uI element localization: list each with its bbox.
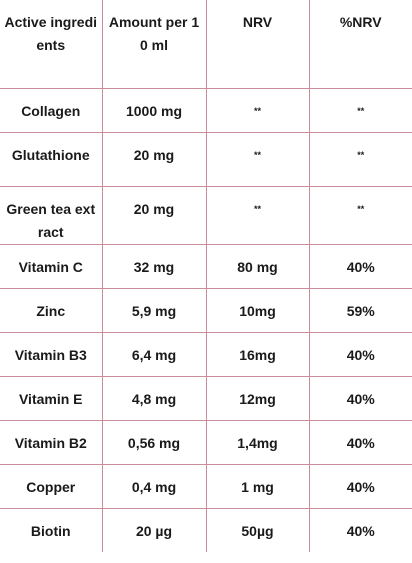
percent-nrv-cell: ** — [309, 88, 412, 133]
amount-cell: 4,8 mg — [102, 376, 207, 421]
amount-cell: 0,4 mg — [102, 464, 207, 509]
percent-nrv-cell: ** — [309, 132, 412, 187]
amount-cell: 1000 mg — [102, 88, 207, 133]
ingredient-cell: Vitamin E — [0, 376, 103, 421]
nrv-cell: ** — [206, 186, 310, 245]
table-row: Vitamin B3 6,4 mg 16mg 40% — [0, 332, 412, 377]
nrv-cell: ** — [206, 88, 310, 133]
header-percent-nrv: %NRV — [309, 0, 412, 89]
nrv-cell: 1,4mg — [206, 420, 310, 465]
header-amount: Amount per 10 ml — [102, 0, 207, 89]
amount-cell: 20 mg — [102, 186, 207, 245]
table-row: Vitamin B2 0,56 mg 1,4mg 40% — [0, 420, 412, 465]
nrv-cell: 1 mg — [206, 464, 310, 509]
ingredient-cell: Zinc — [0, 288, 103, 333]
nrv-cell: 12mg — [206, 376, 310, 421]
nrv-cell: 16mg — [206, 332, 310, 377]
amount-cell: 0,56 mg — [102, 420, 207, 465]
ingredient-cell: Collagen — [0, 88, 103, 133]
ingredient-cell: Copper — [0, 464, 103, 509]
table-header-row: Active ingredients Amount per 10 ml NRV … — [0, 0, 412, 89]
nrv-cell: 10mg — [206, 288, 310, 333]
ingredient-cell: Vitamin B3 — [0, 332, 103, 377]
header-nrv: NRV — [206, 0, 310, 89]
amount-cell: 20 mg — [102, 132, 207, 187]
percent-nrv-cell: 40% — [309, 332, 412, 377]
percent-nrv-cell: ** — [309, 186, 412, 245]
percent-nrv-cell: 40% — [309, 376, 412, 421]
table-row: Glutathione 20 mg ** ** — [0, 132, 412, 187]
amount-cell: 20 µg — [102, 508, 207, 552]
table-row: Vitamin E 4,8 mg 12mg 40% — [0, 376, 412, 421]
amount-cell: 5,9 mg — [102, 288, 207, 333]
nrv-cell: 50µg — [206, 508, 310, 552]
percent-nrv-cell: 40% — [309, 420, 412, 465]
table-row: Vitamin C 32 mg 80 mg 40% — [0, 244, 412, 289]
nrv-cell: ** — [206, 132, 310, 187]
ingredient-cell: Biotin — [0, 508, 103, 552]
header-active-ingredients: Active ingredients — [0, 0, 103, 89]
percent-nrv-cell: 40% — [346, 522, 375, 539]
amount-cell: 32 mg — [102, 244, 207, 289]
ingredient-cell: Glutathione — [0, 132, 103, 187]
percent-nrv-cell: 59% — [309, 288, 412, 333]
table-row: Copper 0,4 mg 1 mg 40% — [0, 464, 412, 509]
amount-cell: 6,4 mg — [102, 332, 207, 377]
table-row: Green tea extract 20 mg ** ** — [0, 186, 412, 245]
table-row: Zinc 5,9 mg 10mg 59% — [0, 288, 412, 333]
ingredient-cell: Green tea extract — [0, 186, 103, 245]
table-row: Collagen 1000 mg ** ** — [0, 88, 412, 133]
ingredient-cell: Vitamin C — [0, 244, 103, 289]
percent-nrv-cell: 40% — [309, 244, 412, 289]
nrv-cell: 80 mg — [206, 244, 310, 289]
ingredient-cell: Vitamin B2 — [0, 420, 103, 465]
percent-nrv-cell: 40% — [309, 464, 412, 509]
table-row: Biotin 20 µg 50µg 40% — [0, 508, 412, 552]
